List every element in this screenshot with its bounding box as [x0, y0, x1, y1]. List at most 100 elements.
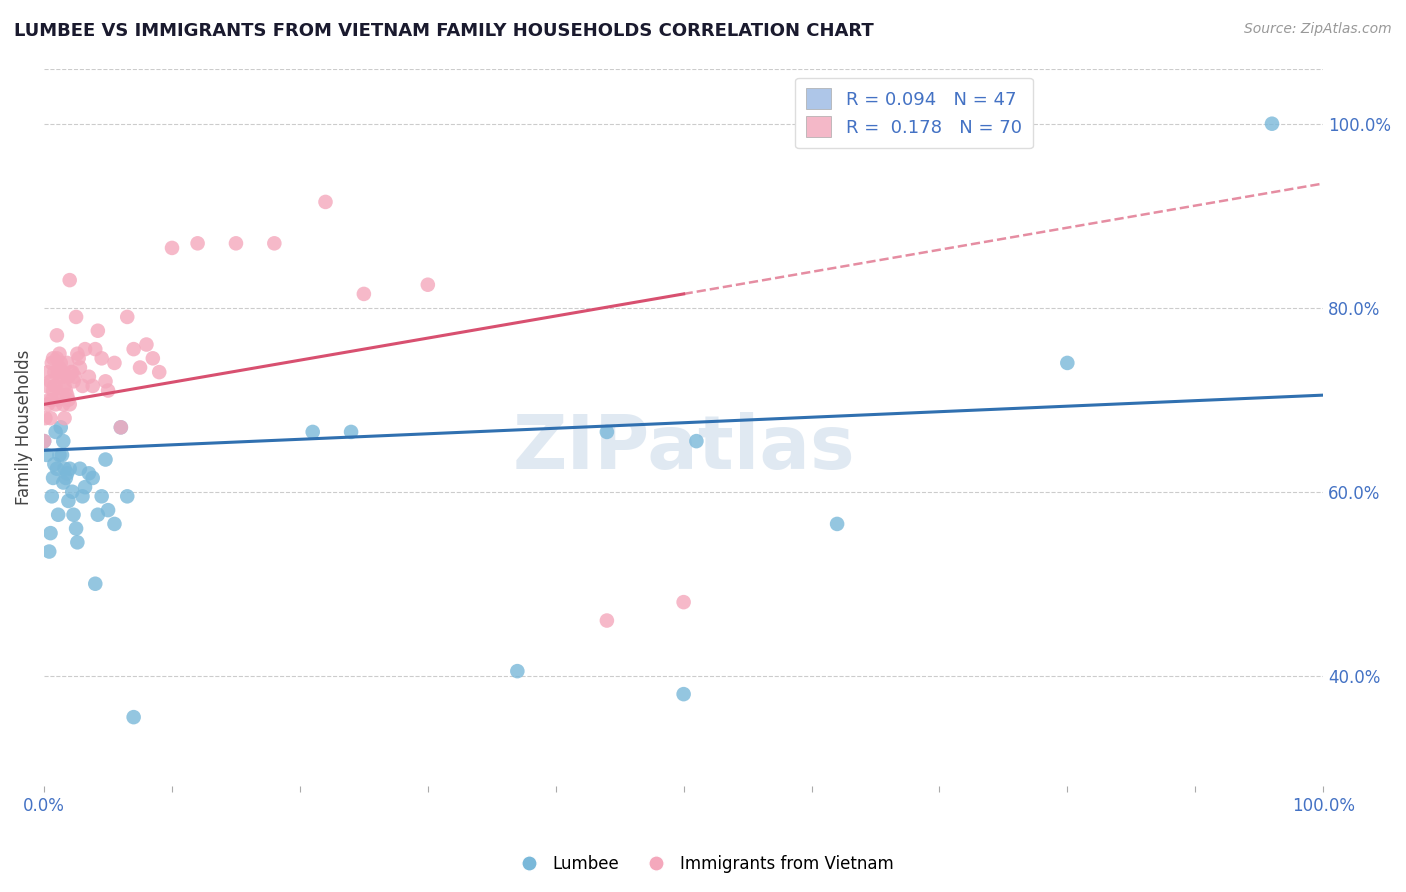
Point [129, 360, 152, 375]
Point [32, 434, 55, 449]
Point [41, 392, 63, 407]
Point [225, 236, 247, 251]
Text: Source: ZipAtlas.com: Source: ZipAtlas.com [1244, 22, 1392, 37]
Point [103, 516, 125, 531]
Point [55, 384, 77, 398]
Point [46, 392, 69, 407]
Point [45, 461, 67, 475]
Point [84, 576, 107, 591]
Point [52, 475, 75, 490]
Text: LUMBEE VS IMMIGRANTS FROM VIETNAM FAMILY HOUSEHOLDS CORRELATION CHART: LUMBEE VS IMMIGRANTS FROM VIETNAM FAMILY… [14, 22, 873, 40]
Point [301, 425, 323, 439]
Point [122, 342, 145, 356]
Point [58, 494, 80, 508]
Point [82, 379, 104, 393]
Point [84, 342, 107, 356]
Point [53, 379, 76, 393]
Point [506, 664, 529, 678]
Point [69, 360, 91, 375]
Point [340, 425, 363, 439]
Point [62, 375, 84, 389]
Point [117, 489, 139, 503]
Point [110, 420, 132, 434]
Point [59, 397, 82, 411]
Point [48, 360, 70, 375]
Point [82, 471, 104, 485]
Point [77, 467, 100, 481]
Point [672, 687, 695, 701]
Point [41, 356, 63, 370]
Point [142, 351, 165, 366]
Point [69, 461, 91, 475]
Point [49, 420, 72, 434]
Point [65, 522, 87, 536]
Y-axis label: Family Households: Family Households [15, 350, 32, 505]
Point [160, 241, 183, 255]
Point [51, 388, 73, 402]
Point [63, 369, 86, 384]
Point [353, 287, 375, 301]
Point [596, 425, 619, 439]
Point [825, 516, 848, 531]
Point [39, 375, 62, 389]
Point [48, 448, 70, 462]
Point [87, 324, 110, 338]
Point [90, 489, 112, 503]
Point [56, 467, 79, 481]
Point [72, 489, 94, 503]
Point [45, 379, 67, 393]
Point [73, 342, 96, 356]
Point [55, 471, 77, 485]
Point [122, 710, 145, 724]
Point [39, 411, 62, 425]
Point [97, 503, 120, 517]
Point [90, 351, 112, 366]
Point [59, 365, 82, 379]
Point [94, 375, 117, 389]
Point [73, 480, 96, 494]
Legend: Lumbee, Immigrants from Vietnam: Lumbee, Immigrants from Vietnam [506, 848, 900, 880]
Point [66, 535, 89, 549]
Point [97, 384, 120, 398]
Point [49, 369, 72, 384]
Point [117, 310, 139, 324]
Point [315, 194, 337, 209]
Point [42, 471, 65, 485]
Point [38, 544, 60, 558]
Point [135, 337, 157, 351]
Point [44, 365, 66, 379]
Point [46, 365, 69, 379]
Point [42, 351, 65, 366]
Point [59, 273, 82, 287]
Point [45, 425, 67, 439]
Point [46, 508, 69, 522]
Point [35, 379, 58, 393]
Legend: R = 0.094   N = 47, R =  0.178   N = 70: R = 0.094 N = 47, R = 0.178 N = 70 [796, 78, 1033, 148]
Point [94, 452, 117, 467]
Point [44, 379, 66, 393]
Point [37, 365, 59, 379]
Point [52, 369, 75, 384]
Point [42, 384, 65, 398]
Point [53, 411, 76, 425]
Point [41, 489, 63, 503]
Point [87, 508, 110, 522]
Point [38, 392, 60, 407]
Point [37, 397, 59, 411]
Point [45, 351, 67, 366]
Point [59, 461, 82, 475]
Point [51, 448, 73, 462]
Point [187, 236, 209, 251]
Point [56, 356, 79, 370]
Point [103, 356, 125, 370]
Point [52, 434, 75, 449]
Point [56, 388, 79, 402]
Point [32, 434, 55, 449]
Point [45, 328, 67, 343]
Point [45, 397, 67, 411]
Point [58, 392, 80, 407]
Point [49, 356, 72, 370]
Point [39, 526, 62, 541]
Point [62, 508, 84, 522]
Point [672, 595, 695, 609]
